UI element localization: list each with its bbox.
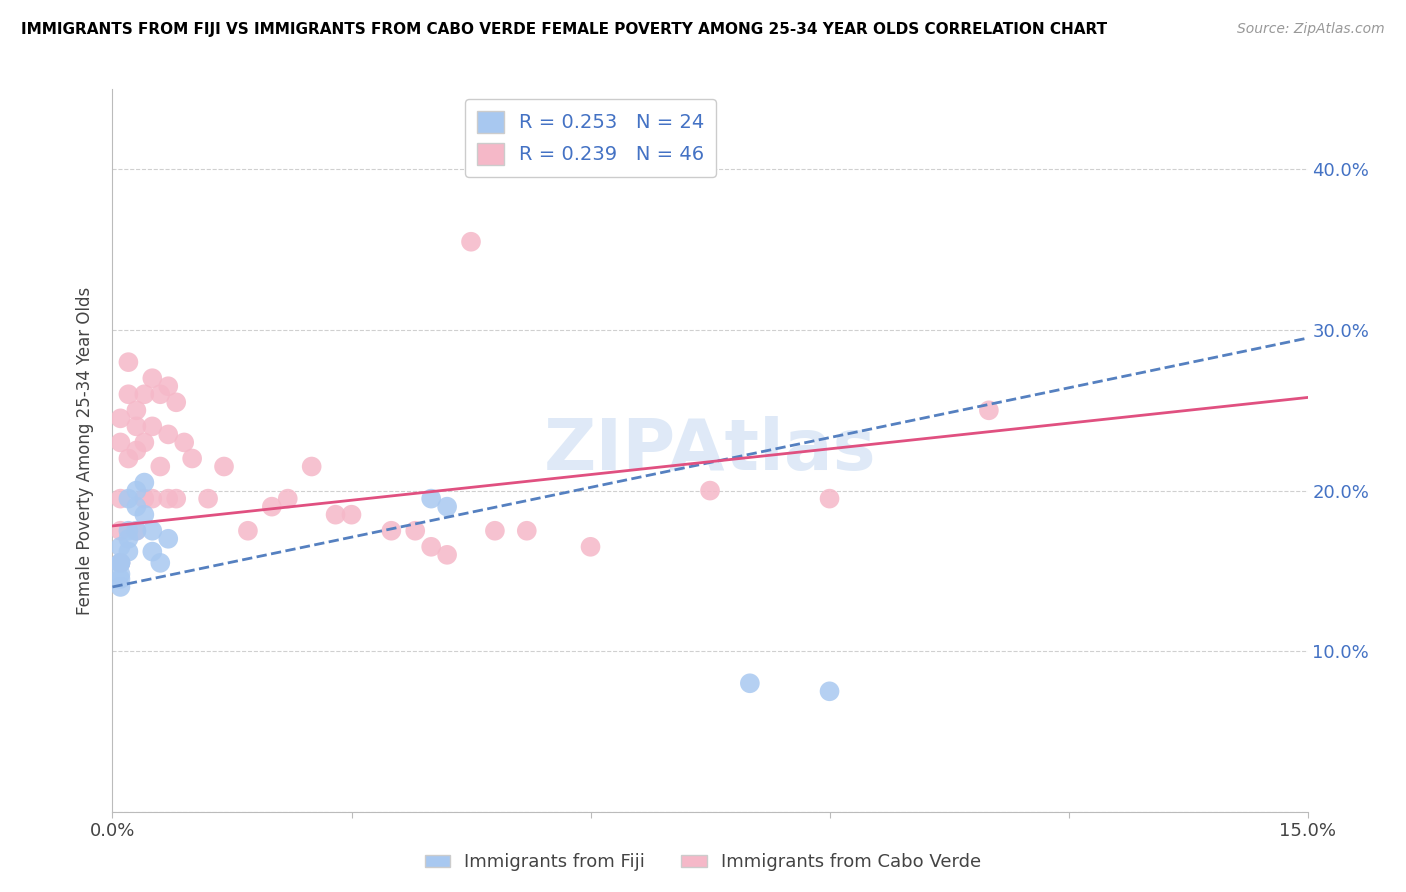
Point	[165, 395, 187, 409]
Point	[325, 508, 347, 522]
Point	[110, 567, 132, 582]
Point	[340, 508, 363, 522]
Point	[110, 524, 132, 538]
Point	[173, 435, 195, 450]
Point	[134, 435, 156, 450]
Point	[110, 580, 132, 594]
Point	[738, 676, 761, 690]
Point	[165, 491, 187, 506]
Point	[134, 508, 156, 522]
Point	[277, 491, 299, 506]
Point	[141, 419, 163, 434]
Legend: Immigrants from Fiji, Immigrants from Cabo Verde: Immigrants from Fiji, Immigrants from Ca…	[418, 847, 988, 879]
Point	[818, 684, 841, 698]
Point	[460, 235, 482, 249]
Point	[117, 387, 139, 401]
Point	[125, 403, 148, 417]
Text: IMMIGRANTS FROM FIJI VS IMMIGRANTS FROM CABO VERDE FEMALE POVERTY AMONG 25-34 YE: IMMIGRANTS FROM FIJI VS IMMIGRANTS FROM …	[21, 22, 1107, 37]
Point	[157, 532, 180, 546]
Point	[125, 483, 148, 498]
Point	[110, 411, 132, 425]
Point	[125, 443, 148, 458]
Point	[117, 544, 139, 558]
Point	[579, 540, 602, 554]
Point	[125, 524, 148, 538]
Point	[301, 459, 323, 474]
Point	[484, 524, 506, 538]
Point	[516, 524, 538, 538]
Point	[380, 524, 402, 538]
Point	[134, 475, 156, 490]
Point	[117, 451, 139, 466]
Text: Source: ZipAtlas.com: Source: ZipAtlas.com	[1237, 22, 1385, 37]
Point	[181, 451, 204, 466]
Point	[110, 556, 132, 570]
Point	[110, 540, 132, 554]
Point	[141, 371, 163, 385]
Point	[134, 491, 156, 506]
Point	[149, 387, 172, 401]
Point	[141, 544, 163, 558]
Point	[420, 540, 443, 554]
Point	[236, 524, 259, 538]
Point	[110, 556, 132, 570]
Point	[157, 379, 180, 393]
Point	[436, 548, 458, 562]
Point	[157, 427, 180, 442]
Point	[260, 500, 283, 514]
Point	[141, 491, 163, 506]
Y-axis label: Female Poverty Among 25-34 Year Olds: Female Poverty Among 25-34 Year Olds	[76, 286, 94, 615]
Text: ZIPAtlas: ZIPAtlas	[544, 416, 876, 485]
Point	[110, 556, 132, 570]
Point	[157, 491, 180, 506]
Point	[420, 491, 443, 506]
Point	[125, 524, 148, 538]
Point	[110, 556, 132, 570]
Point	[117, 532, 139, 546]
Point	[197, 491, 219, 506]
Point	[117, 491, 139, 506]
Legend: R = 0.253   N = 24, R = 0.239   N = 46: R = 0.253 N = 24, R = 0.239 N = 46	[465, 99, 716, 177]
Point	[117, 524, 139, 538]
Point	[141, 524, 163, 538]
Point	[436, 500, 458, 514]
Point	[149, 556, 172, 570]
Point	[125, 419, 148, 434]
Point	[149, 459, 172, 474]
Point	[110, 572, 132, 586]
Point	[818, 491, 841, 506]
Point	[977, 403, 1000, 417]
Point	[134, 387, 156, 401]
Point	[212, 459, 235, 474]
Point	[699, 483, 721, 498]
Point	[404, 524, 426, 538]
Point	[117, 355, 139, 369]
Point	[110, 435, 132, 450]
Point	[125, 500, 148, 514]
Point	[110, 491, 132, 506]
